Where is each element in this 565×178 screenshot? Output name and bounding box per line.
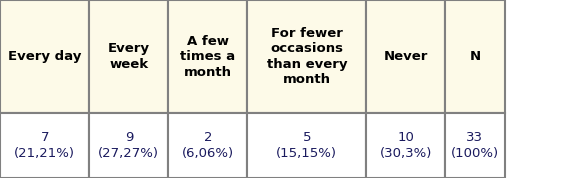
- Bar: [0, 113, 89, 178]
- Bar: [445, 113, 505, 178]
- Bar: [89, 113, 168, 178]
- Bar: [89, 0, 168, 113]
- Text: 9
(27,27%): 9 (27,27%): [98, 131, 159, 160]
- Text: 33
(100%): 33 (100%): [451, 131, 499, 160]
- Text: Never: Never: [384, 50, 428, 63]
- Text: N: N: [470, 50, 480, 63]
- Text: A few
times a
month: A few times a month: [180, 35, 236, 78]
- Bar: [0, 0, 89, 113]
- Text: Every
week: Every week: [108, 42, 150, 71]
- Bar: [366, 0, 445, 113]
- Bar: [168, 0, 247, 113]
- Bar: [366, 113, 445, 178]
- Text: 7
(21,21%): 7 (21,21%): [14, 131, 75, 160]
- Text: 5
(15,15%): 5 (15,15%): [276, 131, 337, 160]
- Bar: [247, 0, 366, 113]
- Text: For fewer
occasions
than every
month: For fewer occasions than every month: [267, 27, 347, 86]
- Text: 10
(30,3%): 10 (30,3%): [380, 131, 432, 160]
- Bar: [247, 113, 366, 178]
- Text: Every day: Every day: [8, 50, 81, 63]
- Bar: [445, 0, 505, 113]
- Bar: [168, 113, 247, 178]
- Text: 2
(6,06%): 2 (6,06%): [182, 131, 234, 160]
